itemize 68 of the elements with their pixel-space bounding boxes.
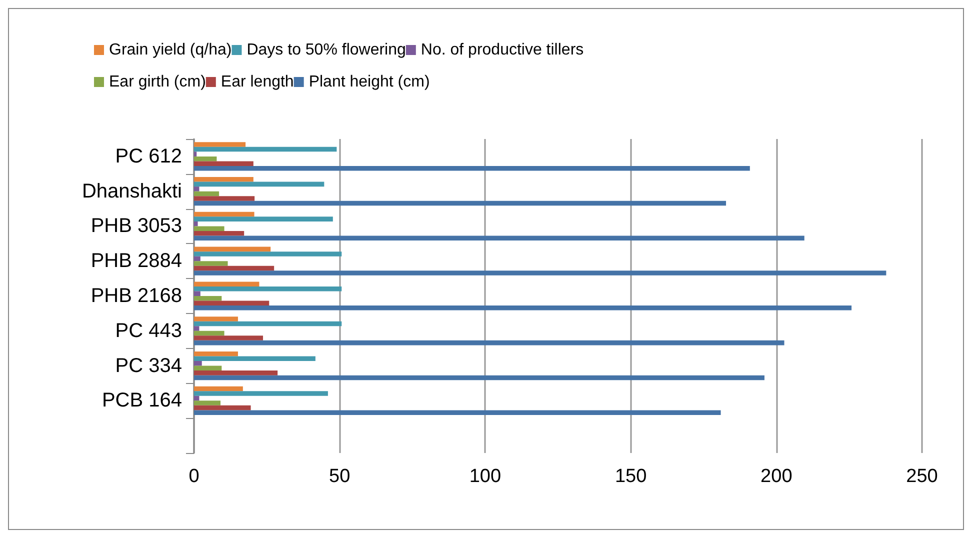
bar xyxy=(194,252,342,256)
bar xyxy=(194,300,270,306)
bar xyxy=(194,396,200,401)
y-tick-label: PC 334 xyxy=(115,354,182,377)
y-tick-label: PHB 2168 xyxy=(90,285,182,307)
y-tick-label: Dhanshakti xyxy=(82,180,182,202)
x-tick-label: 100 xyxy=(469,466,502,487)
bar xyxy=(194,212,254,217)
bar xyxy=(194,226,224,231)
bar xyxy=(194,291,200,296)
bar xyxy=(194,261,228,266)
bar xyxy=(194,216,333,222)
bar xyxy=(194,321,342,326)
bar xyxy=(194,191,220,196)
bar xyxy=(194,351,238,356)
bar xyxy=(194,146,337,152)
bar xyxy=(194,356,316,362)
bar xyxy=(194,166,750,171)
bar xyxy=(194,336,264,340)
x-tick-label: 0 xyxy=(188,466,200,487)
bar xyxy=(194,256,200,262)
y-tick-label: PC 443 xyxy=(115,320,182,342)
legend-label: Grain yield (q/ha) xyxy=(109,42,232,58)
legend-label: Plant height (cm) xyxy=(308,74,430,90)
bar xyxy=(194,152,197,156)
bar xyxy=(194,282,260,286)
bar xyxy=(194,156,217,162)
bar xyxy=(194,386,243,392)
y-tick-label: PHB 2884 xyxy=(90,250,182,272)
bar xyxy=(194,200,726,206)
bar xyxy=(194,370,278,376)
bar xyxy=(194,340,784,346)
bar xyxy=(194,361,202,366)
bar xyxy=(194,306,852,310)
legend-label: Ear length xyxy=(220,74,294,90)
bar xyxy=(194,196,255,201)
bar xyxy=(194,366,222,371)
y-tick-label: PHB 3053 xyxy=(90,215,182,238)
bar xyxy=(194,142,246,147)
bar xyxy=(194,230,244,236)
x-tick-label: 250 xyxy=(906,466,938,487)
bar xyxy=(194,177,254,182)
bar xyxy=(194,236,804,241)
bar xyxy=(194,186,200,192)
bar xyxy=(194,326,200,331)
x-tick-label: 150 xyxy=(614,466,647,487)
bar xyxy=(194,246,271,252)
legend-label: No. of productive tillers xyxy=(420,42,584,58)
legend-label: Ear girth (cm) xyxy=(109,74,206,90)
y-tick-label: PC 612 xyxy=(115,145,182,168)
x-tick-label: 200 xyxy=(760,466,792,487)
bar xyxy=(194,405,251,410)
bar xyxy=(194,266,274,271)
bar xyxy=(194,316,238,322)
x-tick-label: 50 xyxy=(329,466,350,487)
bar xyxy=(194,182,324,187)
bar xyxy=(194,296,222,301)
bar xyxy=(194,410,721,415)
bar xyxy=(194,375,764,380)
bar xyxy=(194,221,198,226)
bar xyxy=(194,286,342,292)
bar xyxy=(194,330,224,336)
y-tick-label: PCB 164 xyxy=(102,390,182,412)
bar xyxy=(194,270,886,276)
bar xyxy=(194,400,220,406)
legend-label: Days to 50% flowering xyxy=(246,42,406,58)
bar xyxy=(194,391,328,396)
bar xyxy=(194,161,254,166)
